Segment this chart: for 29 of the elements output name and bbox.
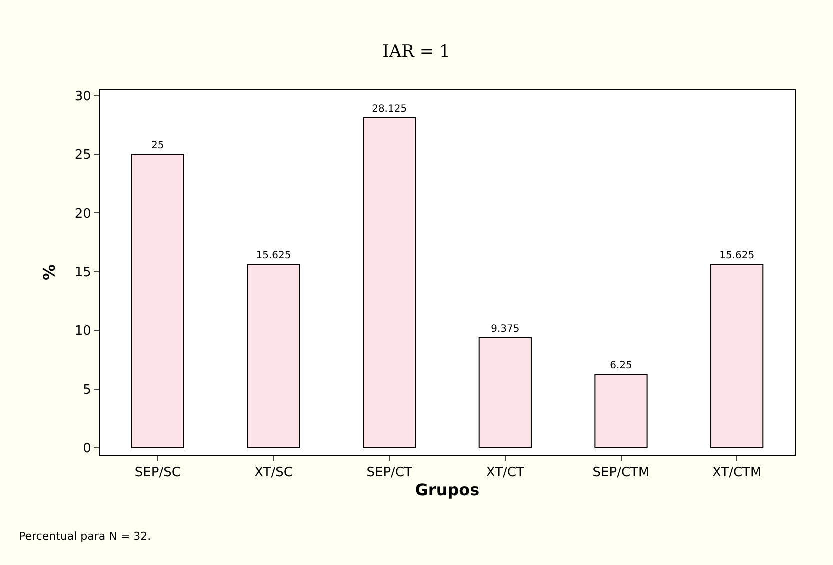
data-label: 15.625 bbox=[256, 250, 292, 262]
chart-title: IAR = 1 bbox=[382, 42, 450, 62]
x-tick-label: SEP/CT bbox=[366, 466, 412, 481]
y-tick-label: 15 bbox=[74, 265, 92, 280]
y-axis-title: % bbox=[40, 264, 59, 281]
y-tick-label: 25 bbox=[74, 148, 92, 164]
data-label: 28.125 bbox=[372, 104, 408, 115]
bar bbox=[478, 337, 532, 448]
x-tick-label: XT/SC bbox=[254, 466, 293, 481]
x-tick-label: SEP/SC bbox=[134, 466, 181, 481]
y-tick-label: 10 bbox=[74, 324, 92, 340]
y-tick-label: 0 bbox=[83, 442, 92, 457]
x-tick-label: SEP/CTM bbox=[592, 466, 650, 481]
bar bbox=[710, 264, 764, 448]
data-label: 15.625 bbox=[720, 250, 755, 262]
bar bbox=[363, 117, 416, 448]
data-label: 6.25 bbox=[610, 360, 632, 372]
y-tick-label: 20 bbox=[74, 206, 92, 222]
text: Percentual para N = 32. bbox=[19, 530, 152, 543]
x-tick-label: XT/CTM bbox=[712, 466, 762, 481]
bar bbox=[594, 374, 648, 448]
data-label: 9.375 bbox=[491, 324, 520, 335]
y-tick-label: 5 bbox=[83, 382, 92, 398]
data-label: 25 bbox=[152, 140, 164, 152]
x-axis-title: Grupos bbox=[415, 480, 480, 500]
x-tick-label: XT/CT bbox=[486, 466, 524, 481]
y-tick-label: 30 bbox=[74, 89, 92, 104]
bar bbox=[247, 264, 300, 448]
bar bbox=[131, 154, 184, 448]
